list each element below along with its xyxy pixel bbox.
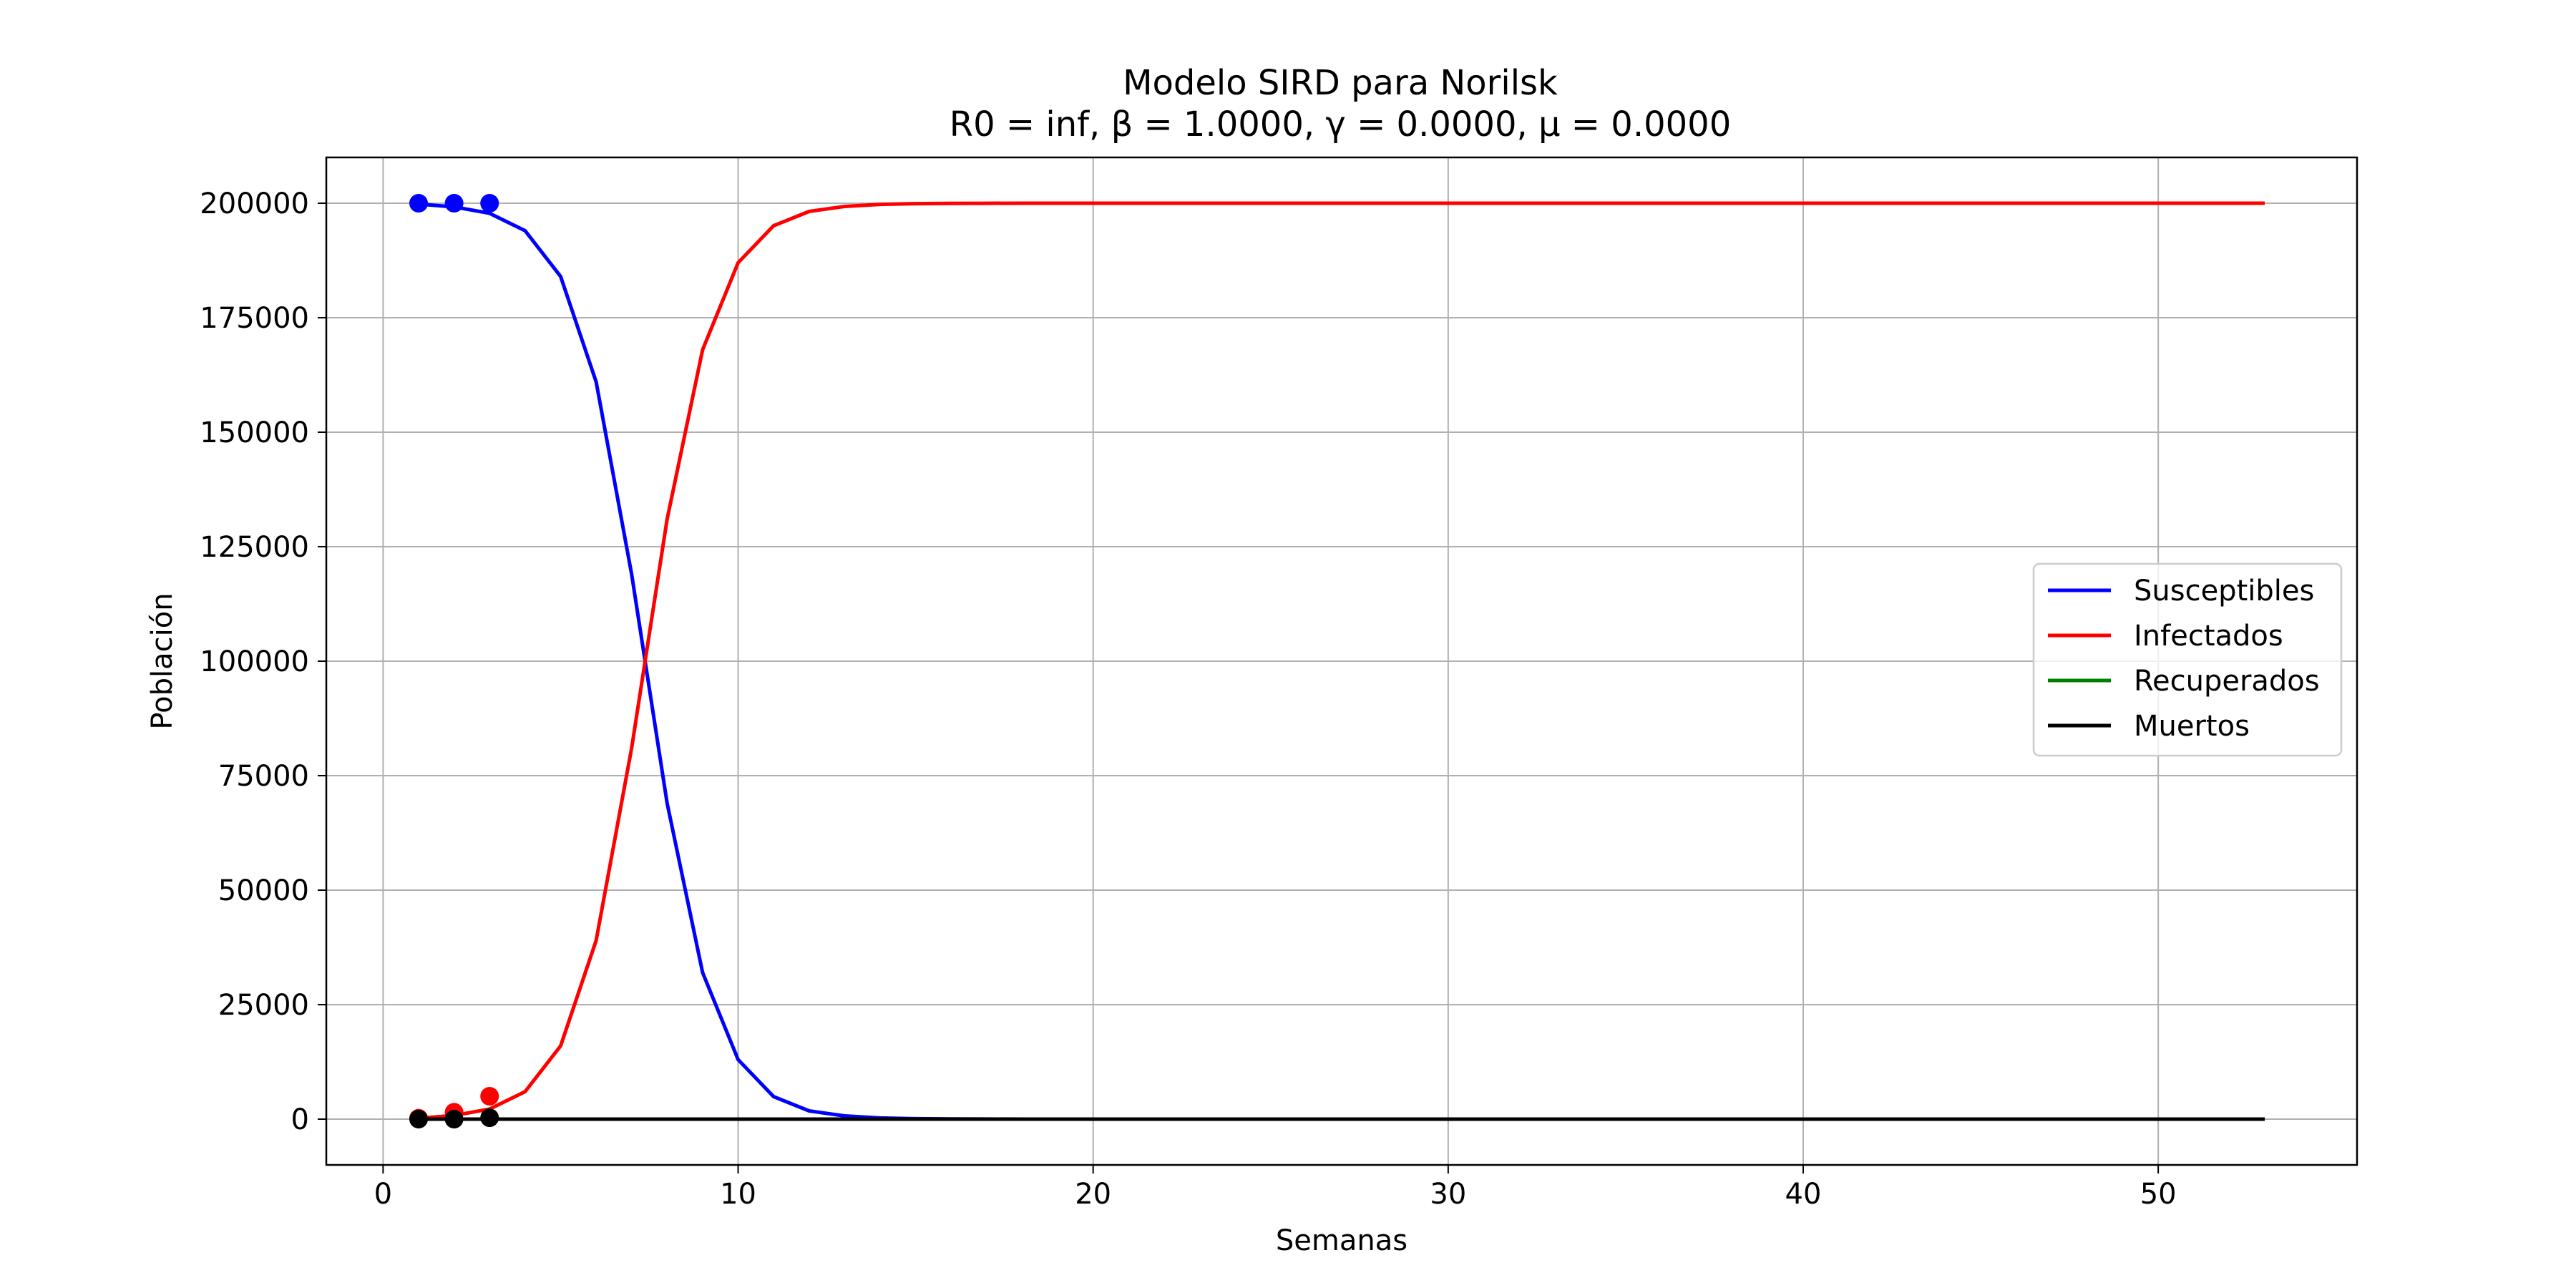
legend-label: Infectados [2134, 620, 2283, 653]
axis-ticks: 0 10 20 30 40 50 0 25000 50000 75000 100000 125000 1… [200, 187, 2176, 1211]
x-tick-label: 30 [1430, 1178, 1466, 1211]
y-tick-label: 125000 [200, 531, 309, 564]
observed-point [409, 1110, 428, 1128]
observed-points [409, 194, 499, 1128]
x-tick-label: 50 [2140, 1178, 2177, 1211]
y-tick-label: 150000 [200, 416, 309, 449]
y-tick-label: 75000 [218, 760, 309, 793]
legend-label: Susceptibles [2134, 575, 2314, 608]
x-axis-label: Semanas [1276, 1224, 1407, 1257]
x-tick-label: 0 [374, 1178, 392, 1211]
y-axis-label: Población [146, 592, 179, 729]
x-tick-label: 20 [1075, 1178, 1111, 1211]
y-tick-label: 0 [291, 1103, 309, 1136]
y-tick-label: 50000 [218, 874, 309, 907]
chart-title: Modelo SIRD para Norilsk [1123, 63, 1558, 103]
legend: Susceptibles Infectados Recuperados Muertos [2032, 562, 2343, 757]
legend-label: Muertos [2134, 710, 2250, 743]
observed-point [444, 1110, 464, 1128]
series-line-infectados [418, 201, 2265, 1121]
y-tick-label: 100000 [200, 645, 309, 678]
x-tick-label: 40 [1785, 1178, 1822, 1211]
y-tick-label: 175000 [200, 302, 309, 335]
x-tick-label: 10 [720, 1178, 756, 1211]
observed-point [409, 194, 428, 213]
legend-label: Recuperados [2134, 665, 2320, 698]
y-tick-label: 200000 [200, 187, 309, 220]
observed-point [480, 1108, 499, 1128]
series-lines [418, 201, 2265, 1121]
observed-point [444, 194, 464, 213]
observed-point [480, 194, 499, 213]
y-tick-label: 25000 [218, 989, 309, 1022]
plot-frame [325, 156, 2358, 1166]
legend-box [2032, 562, 2343, 757]
chart-subtitle: R0 = inf, β = 1.0000, γ = 0.0000, μ = 0.… [950, 104, 1731, 145]
observed-point [480, 1087, 499, 1106]
